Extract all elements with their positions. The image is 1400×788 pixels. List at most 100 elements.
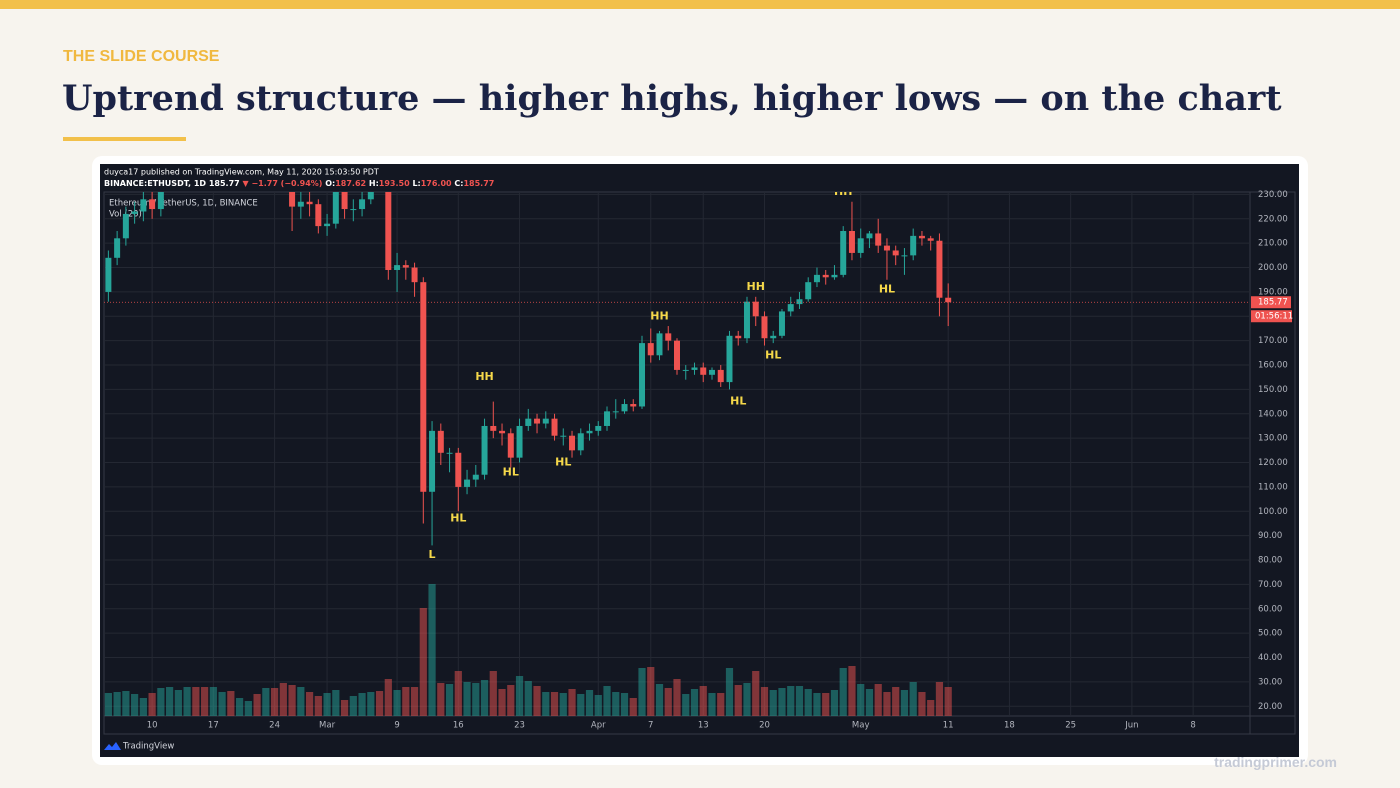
volume-bar [918, 692, 926, 716]
volume-bar [883, 692, 891, 716]
volume-bar [314, 696, 322, 716]
volume-bar [673, 679, 681, 716]
candle-body [604, 411, 611, 426]
volume-bar [717, 693, 725, 716]
volume-bar [288, 685, 296, 716]
volume-bar [157, 688, 165, 716]
legend-symbol: Ethereum / TetherUS, 1D, BINANCE [109, 199, 258, 209]
candle-body [717, 369, 724, 383]
footer: tradingprimer.com [1214, 754, 1337, 770]
volume-bar [253, 694, 261, 716]
x-tick-label: 16 [453, 721, 464, 731]
info-segment: C: [454, 179, 463, 188]
x-tick-label: May [852, 721, 870, 731]
candle-body [114, 238, 121, 258]
y-tick-label: 50.00 [1258, 629, 1282, 639]
candle-body [542, 418, 549, 424]
candle-body [306, 201, 313, 205]
candle-body [910, 235, 917, 256]
candle-body [122, 213, 129, 239]
volume-bar [787, 686, 795, 716]
y-tick-label: 160.00 [1258, 361, 1288, 371]
volume-bar [848, 666, 856, 716]
x-tick-label: 11 [943, 721, 954, 731]
info-segment: ▼ −1.77 (−0.94%) [243, 179, 326, 188]
candle-body [481, 425, 488, 475]
volume-bar [524, 681, 532, 716]
candle-body [315, 204, 322, 227]
candle-body [472, 474, 479, 480]
brand-logo [104, 742, 121, 750]
volume-bar [270, 688, 279, 716]
candle-body [630, 404, 637, 407]
candle-body [149, 199, 156, 210]
structure-label: HH [834, 185, 852, 198]
volume-bar [437, 683, 445, 716]
volume-bar [874, 684, 882, 716]
candle-body [743, 301, 750, 339]
y-tick-label: 110.00 [1258, 482, 1288, 492]
y-tick-label: 80.00 [1258, 556, 1282, 566]
candle-body [866, 233, 873, 239]
y-tick-label: 20.00 [1258, 702, 1282, 712]
volume-bar [769, 690, 777, 716]
candle-body [901, 255, 908, 257]
last-price-tag [1251, 296, 1291, 309]
volume-bar [682, 694, 690, 716]
candle-body [840, 230, 847, 275]
volume-bar [218, 692, 226, 716]
volume-bar [367, 692, 375, 716]
candle-body [289, 192, 296, 207]
info-segment: 193.50 [379, 179, 413, 188]
candle-body [569, 435, 576, 451]
x-tick-label: 10 [147, 721, 158, 731]
x-tick-label: 23 [514, 721, 525, 731]
y-tick-label: 120.00 [1258, 458, 1288, 468]
volume-bar [857, 684, 865, 716]
volume-bar [594, 695, 602, 716]
info-segment: BINANCE:ETHUSDT, 1D [104, 179, 209, 188]
candle-body [411, 267, 418, 283]
candle-body [787, 304, 794, 312]
candle-body [350, 209, 357, 211]
chart: duyca17 published on TradingView.com, Ma… [100, 164, 1299, 757]
candle-body [682, 369, 689, 371]
candle-body [639, 343, 646, 407]
x-tick-label: 25 [1065, 721, 1076, 731]
candle-body [394, 265, 401, 270]
candle-body [726, 335, 733, 383]
candle-body [131, 211, 138, 214]
volume-bar [778, 688, 786, 716]
volume-bar [445, 684, 454, 716]
candle-body [157, 192, 164, 210]
candle-body [656, 333, 663, 356]
volume-bar [262, 688, 270, 716]
y-tick-label: 150.00 [1258, 385, 1288, 395]
volume-bar [699, 686, 707, 716]
structure-label: HL [503, 465, 519, 478]
candle-body [936, 240, 943, 298]
countdown-label: 01:56:11 [1255, 312, 1293, 322]
y-tick-label: 220.00 [1258, 214, 1288, 224]
info-segment: L: [412, 179, 420, 188]
volume-bar [822, 693, 830, 716]
y-tick-label: 100.00 [1258, 507, 1288, 517]
volume-bar [192, 687, 200, 716]
candle-body [140, 199, 147, 212]
candle-body [735, 335, 742, 339]
candle-body [875, 233, 882, 246]
volume-bar [358, 693, 366, 716]
structure-label: HL [879, 282, 895, 295]
candle-body [770, 335, 777, 339]
y-tick-label: 170.00 [1258, 336, 1288, 346]
volume-bar [113, 692, 121, 716]
candle-body [761, 316, 768, 339]
candle-body [595, 425, 602, 431]
candle-body [560, 435, 567, 437]
y-tick-label: 140.00 [1258, 409, 1288, 419]
structure-label: HH [475, 370, 493, 383]
y-tick-label: 130.00 [1258, 434, 1288, 444]
info-line: BINANCE:ETHUSDT, 1D 185.77 ▼ −1.77 (−0.9… [104, 179, 494, 188]
volume-bar [463, 682, 471, 716]
x-tick-label: Jun [1124, 721, 1138, 731]
